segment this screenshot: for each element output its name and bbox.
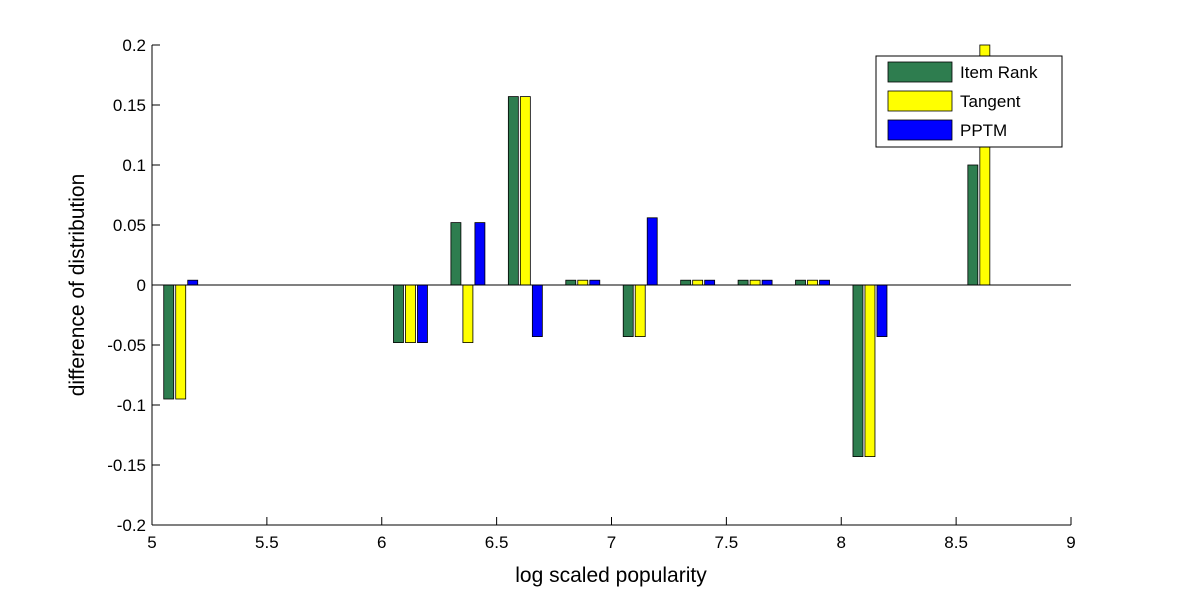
bar-item-rank — [622, 284, 634, 337]
bar-pptm — [704, 279, 716, 286]
bar-item-rank — [507, 96, 519, 286]
legend-swatch — [887, 61, 953, 83]
bar-pptm — [646, 217, 658, 286]
bar-item-rank — [680, 279, 692, 286]
bar-tangent — [749, 279, 761, 286]
bar-tangent — [405, 284, 416, 343]
bar-pptm — [187, 279, 199, 286]
y-tick-label: -0.2 — [117, 516, 146, 535]
bar-pptm — [819, 279, 830, 286]
y-tick-label: -0.1 — [117, 396, 146, 415]
bar-tangent — [807, 279, 818, 286]
bar-pptm — [474, 222, 486, 286]
legend-entry: Item Rank — [960, 63, 1038, 82]
bar-pptm — [876, 284, 888, 337]
y-axis-label: difference of distribution — [66, 174, 89, 397]
x-tick-label: 8 — [837, 533, 846, 552]
bar-tangent — [577, 279, 589, 286]
bar-tangent — [175, 284, 187, 400]
bar-tangent — [519, 96, 531, 286]
bar-tangent — [692, 279, 704, 286]
bar-item-rank — [163, 284, 175, 400]
x-axis-label: log scaled popularity — [515, 564, 707, 587]
bar-item-rank — [795, 279, 806, 286]
y-tick-label: -0.15 — [107, 456, 146, 475]
legend: Item Rank Tangent PPTM — [875, 55, 1063, 148]
bars — [163, 44, 991, 458]
bar-item-rank — [393, 284, 404, 343]
bar-tangent — [634, 284, 646, 337]
bar-item-rank — [967, 164, 979, 286]
x-tick-label: 7.5 — [715, 533, 739, 552]
axes: 5 5.5 6 6.5 7 7.5 8 8.5 9 -0.2 -0.15 -0.1 -0.05 0 0.05… — [107, 36, 1075, 552]
legend-entry: Tangent — [960, 92, 1021, 111]
x-tick-label: 6.5 — [485, 533, 509, 552]
bar-item-rank — [565, 279, 577, 286]
bar-item-rank — [737, 279, 749, 286]
y-tick-label: 0.1 — [122, 156, 146, 175]
legend-swatch — [887, 119, 953, 141]
bar-pptm — [417, 284, 428, 343]
x-tick-label: 5.5 — [255, 533, 279, 552]
legend-swatch — [887, 90, 953, 112]
x-tick-label: 9 — [1066, 533, 1075, 552]
legend-entry: PPTM — [960, 121, 1007, 140]
y-tick-label: 0.15 — [113, 96, 146, 115]
y-tick-label: 0.2 — [122, 36, 146, 55]
x-tick-label: 7 — [607, 533, 616, 552]
bar-tangent — [462, 284, 474, 343]
bar-item-rank — [450, 222, 462, 286]
x-tick-label: 6 — [377, 533, 386, 552]
bar-tangent — [864, 284, 876, 458]
x-tick-label: 8.5 — [944, 533, 968, 552]
bar-item-rank — [852, 284, 864, 458]
y-tick-label: 0.05 — [113, 216, 146, 235]
y-tick-label: 0 — [137, 276, 146, 295]
bar-pptm — [531, 284, 543, 337]
y-tick-label: -0.05 — [107, 336, 146, 355]
x-tick-label: 5 — [147, 533, 156, 552]
bar-pptm — [761, 279, 773, 286]
bar-pptm — [589, 279, 601, 286]
